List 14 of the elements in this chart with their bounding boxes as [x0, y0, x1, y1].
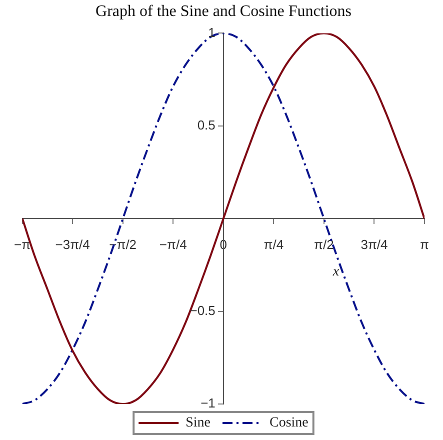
x-axis-title: x: [332, 264, 340, 280]
x-tick-label: −π/4: [159, 236, 187, 252]
legend-label: Cosine: [270, 416, 308, 431]
x-tick-label: π: [420, 236, 430, 252]
x-tick-label: −3π/4: [55, 236, 90, 252]
x-tick-label: −π/2: [109, 236, 137, 252]
x-tick-label: 3π/4: [360, 236, 388, 252]
chart-title: Graph of the Sine and Cosine Functions: [96, 2, 352, 20]
x-tick-label: −π: [14, 236, 31, 252]
legend-label: Sine: [186, 416, 210, 431]
x-tick-label: π/4: [264, 236, 284, 252]
x-tick-label: π/2: [314, 236, 334, 252]
y-tick-label: 0.5: [197, 117, 216, 132]
y-tick-label: −1: [200, 396, 216, 411]
